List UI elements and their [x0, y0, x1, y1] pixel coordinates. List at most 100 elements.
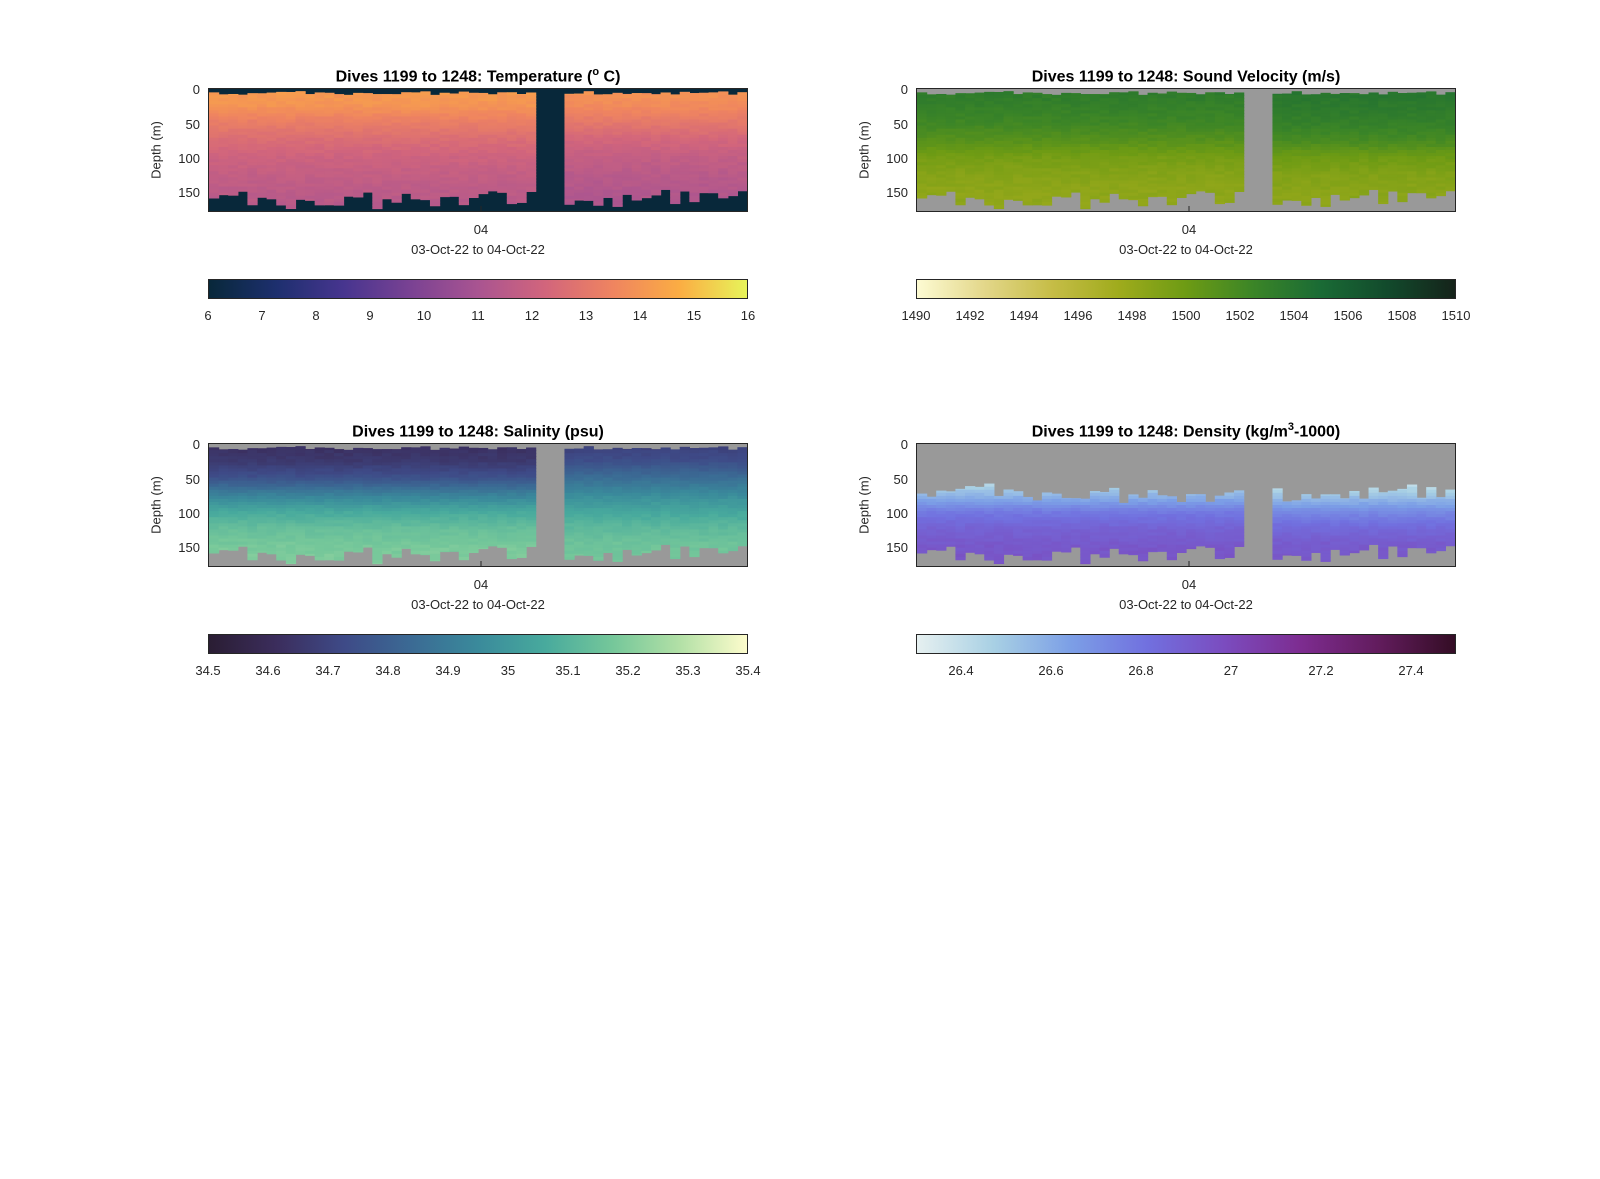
heatmap-cell — [381, 477, 393, 482]
heatmap-cell — [1128, 101, 1139, 105]
heatmap-cell — [381, 122, 393, 127]
heatmap-cell — [622, 159, 633, 163]
heatmap-cell — [1147, 150, 1158, 154]
heatmap-cell — [218, 486, 229, 491]
heatmap-cell — [1080, 204, 1091, 209]
heatmap-cell — [1339, 128, 1350, 133]
heatmap-cell — [574, 162, 585, 166]
heatmap-cell — [1378, 134, 1389, 139]
heatmap-cell — [1032, 189, 1043, 194]
heatmap-cell — [333, 174, 345, 179]
heatmap-cell — [506, 143, 518, 148]
heatmap-cell — [276, 174, 287, 179]
heatmap-cell — [266, 162, 277, 166]
heatmap-cell — [1080, 116, 1091, 121]
heatmap-cell — [439, 186, 450, 191]
heatmap-cell — [1186, 128, 1197, 133]
heatmap-cell — [622, 146, 633, 151]
heatmap-cell — [439, 456, 450, 460]
heatmap-cell — [727, 153, 738, 157]
heatmap-cell — [516, 465, 527, 469]
heatmap-cell — [1051, 192, 1062, 197]
heatmap-cell — [650, 143, 662, 148]
heatmap-cell — [650, 119, 662, 124]
heatmap-cell — [228, 544, 239, 549]
heatmap-cell — [1310, 189, 1322, 194]
heatmap-cell — [1397, 186, 1408, 191]
heatmap-cell — [1320, 153, 1331, 157]
heatmap-cell — [266, 501, 277, 506]
heatmap-cell — [401, 492, 412, 497]
heatmap-cell — [516, 128, 527, 133]
heatmap-cell — [1416, 156, 1427, 160]
heatmap-cell — [622, 110, 633, 114]
heatmap-cell — [1099, 125, 1110, 130]
heatmap-cell — [468, 514, 479, 518]
heatmap-cell — [1378, 183, 1389, 188]
heatmap-cell — [622, 93, 633, 96]
heatmap-cell — [926, 110, 937, 114]
colorbar-tick-label: 1492 — [955, 308, 985, 323]
heatmap-cell — [218, 165, 229, 169]
heatmap-cell — [670, 101, 681, 105]
heatmap-cell — [468, 526, 479, 530]
heatmap-cell — [266, 547, 277, 552]
heatmap-cell — [458, 189, 469, 194]
heatmap-cell — [727, 156, 738, 160]
heatmap-cell — [391, 156, 402, 160]
heatmap-cell — [1118, 134, 1129, 139]
heatmap-cell — [497, 474, 508, 479]
heatmap-cell — [583, 171, 594, 175]
heatmap-cell — [1137, 171, 1149, 175]
heatmap-cell — [506, 547, 518, 552]
heatmap-cell — [945, 137, 957, 142]
heatmap-cell — [333, 180, 345, 185]
heatmap-cell — [449, 165, 460, 169]
heatmap-cell — [420, 143, 431, 148]
heatmap-cell — [429, 171, 441, 175]
heatmap-cell — [1301, 143, 1312, 148]
heatmap-cell — [449, 448, 460, 451]
heatmap-cell — [917, 125, 928, 130]
heatmap-cell — [602, 150, 614, 154]
heatmap-cell — [497, 453, 508, 457]
heatmap-cell — [1128, 177, 1139, 182]
heatmap-cell — [1416, 159, 1427, 163]
heatmap-cell — [1118, 183, 1129, 188]
heatmap-cell — [285, 517, 297, 521]
heatmap-cell — [247, 462, 258, 466]
heatmap-cell — [1061, 101, 1072, 105]
heatmap-cell — [439, 505, 450, 509]
heatmap-cell — [516, 159, 527, 163]
heatmap-cell — [1166, 171, 1177, 175]
heatmap-cell — [1166, 92, 1177, 96]
heatmap-cell — [305, 553, 316, 556]
heatmap-cell — [1205, 183, 1216, 188]
heatmap-cell — [1339, 122, 1350, 127]
heatmap-cell — [718, 128, 729, 133]
heatmap-cell — [602, 171, 614, 175]
heatmap-cell — [718, 171, 729, 175]
heatmap-cell — [917, 128, 928, 133]
heatmap-cell — [468, 535, 479, 540]
heatmap-cell — [727, 128, 738, 133]
heatmap-cell — [1137, 140, 1149, 145]
heatmap-cell — [247, 159, 258, 163]
heatmap-cell — [574, 98, 585, 102]
heatmap-cell — [497, 532, 508, 537]
heatmap-cell — [1339, 93, 1350, 96]
heatmap-cell — [468, 159, 479, 163]
heatmap-cell — [1358, 153, 1370, 157]
heatmap-cell — [612, 125, 623, 130]
heatmap-cell — [1330, 153, 1341, 157]
heatmap-cell — [1301, 162, 1312, 166]
heatmap-cell — [622, 168, 633, 172]
heatmap-cell — [926, 156, 937, 160]
heatmap-cell — [583, 95, 594, 99]
heatmap-cell — [391, 520, 402, 524]
heatmap-cell — [228, 468, 239, 473]
heatmap-cell — [209, 146, 220, 151]
heatmap-cell — [1368, 159, 1379, 163]
heatmap-cell — [993, 192, 1005, 197]
heatmap-cell — [401, 459, 412, 463]
